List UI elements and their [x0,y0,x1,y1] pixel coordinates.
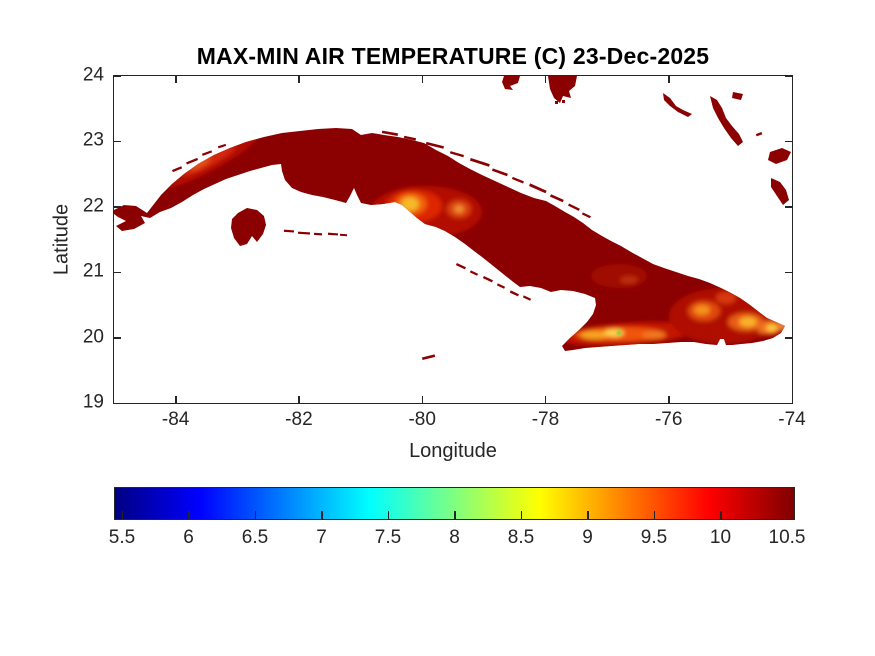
southwest-cays [283,229,348,237]
northern-cays [502,76,791,205]
x-tick-label: -78 [531,409,560,430]
x-tickmark [668,396,670,403]
y-tickmark [114,75,121,77]
x-tickmark [298,76,300,83]
x-tick-label: -76 [654,409,683,430]
x-tick-label: -84 [161,409,190,430]
colorbar-tickmark [454,511,456,519]
colorbar-tick-label: 9.5 [640,527,668,548]
southwest-island [231,208,266,246]
y-tickmark [114,337,121,339]
y-tickmark [785,206,792,208]
colorbar-tickmark [587,511,589,519]
y-tickmark [114,140,121,143]
y-axis-label: Latitude [50,203,73,276]
small-islet [421,354,436,361]
y-tickmark [114,402,121,404]
y-tick-label: 23 [82,129,104,151]
x-tickmark [544,76,547,83]
y-tickmark [114,271,121,274]
y-tick-label: 20 [82,326,104,348]
y-tick-label: 24 [82,64,104,86]
northwest-cays [171,143,227,173]
x-tick-label: -80 [408,409,436,430]
x-tickmark [298,396,300,403]
y-tickmark [785,75,792,77]
colorbar-tick-label: 7 [316,527,327,548]
green-speck [616,330,622,336]
x-tickmark [421,76,424,83]
colorbar-tickmark [188,511,190,519]
x-tickmark [175,76,177,83]
colorbar-tick-label: 8.5 [507,527,535,548]
colorbar-tick-label: 6.5 [241,527,269,548]
colorbar-tick-label: 10.5 [768,527,806,548]
colorbar-tickmark [387,511,389,519]
north-coast-cays [381,130,591,219]
colorbar-tick-label: 7.5 [374,527,402,548]
x-tickmark [791,396,793,403]
x-tickmark [791,76,793,83]
y-tick-label: 21 [82,260,104,282]
colorbar-tick-label: 6 [183,527,194,548]
plot-area [113,75,793,404]
colorbar-tickmark [254,511,256,519]
colorbar-tickmark [121,511,123,519]
colorbar-tickmark [786,511,788,519]
colorbar-tickmark [720,511,722,519]
colorbar [114,487,795,520]
colorbar-tickmark [321,511,323,519]
x-tickmark [175,396,177,403]
x-tick-label: -74 [778,409,806,430]
south-cays [455,262,532,301]
x-tickmark [668,76,670,83]
y-tickmark [785,271,792,274]
colorbar-tickmark [653,511,655,519]
main-island [114,128,785,351]
colorbar-tick-label: 10 [709,527,732,548]
y-tick-label: 19 [82,391,104,413]
colorbar-tick-label: 8 [449,527,460,548]
y-tickmark [785,402,792,404]
x-tickmark [544,396,547,403]
x-tickmark [421,396,424,403]
x-tick-label: -82 [285,409,313,430]
x-axis-label: Longitude [409,440,497,462]
colorbar-tick-label: 9 [582,527,593,548]
colorbar-tick-label: 5.5 [108,527,136,548]
y-tickmark [785,337,792,339]
y-tickmark [114,206,121,208]
y-tickmark [785,140,792,143]
y-tick-label: 22 [82,195,104,217]
colorbar-tickmark [520,511,522,519]
plot-title: MAX-MIN AIR TEMPERATURE (C) 23-Dec-2025 [196,43,710,69]
cuba-map [114,76,791,361]
